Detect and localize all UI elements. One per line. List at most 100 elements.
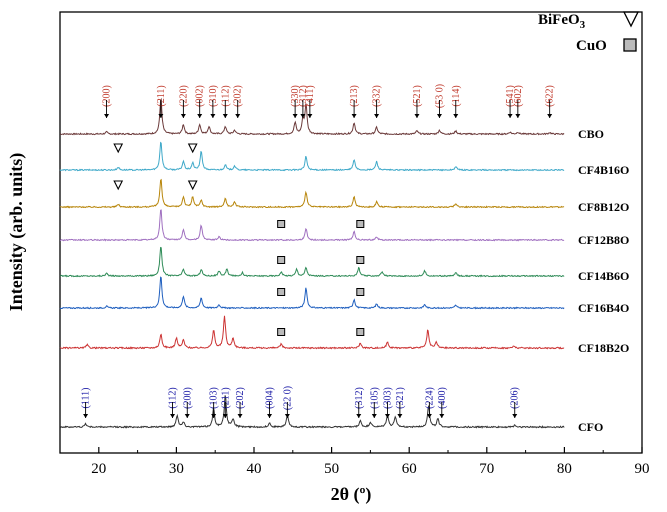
series-labels: CBO CF4B16O CF8B12O CF12B8O CF14B6O CF16B4O CF… — [578, 127, 629, 434]
x-axis-ticks: 20 30 40 50 60 70 80 90 — [59, 447, 650, 477]
cbo-plane-arrowhead — [197, 114, 203, 118]
cbo-plane-arrowhead — [547, 114, 553, 118]
curve-cf4b16o — [59, 141, 565, 172]
curve-cf12b8o — [59, 209, 565, 242]
cfo-plane-label: (22 0) — [282, 386, 293, 410]
cbo-plane-arrowhead — [436, 114, 442, 118]
cuo-marker — [356, 256, 365, 264]
curve-cf14b6o — [59, 246, 565, 278]
cuo-marker — [356, 220, 365, 228]
legend-bifeo3-triangle — [622, 11, 640, 28]
series-label-cbo: CBO — [578, 127, 604, 141]
cfo-plane-arrowhead — [237, 414, 243, 418]
cbo-plane-label: (602) — [513, 85, 524, 107]
curve-cf16b4o — [59, 276, 565, 310]
cbo-plane-arrowhead — [180, 114, 186, 118]
cfo-plane-arrowhead — [284, 414, 290, 418]
curve-cbo — [59, 97, 565, 136]
cbo-plane-arrowhead — [515, 114, 521, 118]
legend: BiFeO3 CuO — [538, 11, 640, 54]
cbo-plane-arrowhead — [300, 114, 306, 118]
cuo-marker — [277, 256, 286, 264]
series-label-cf18b2o: CF18B2O — [578, 341, 629, 355]
cfo-plane-label: (303) — [383, 387, 394, 409]
cbo-plane-label: (330) — [290, 85, 301, 107]
cfo-plane-label: (400) — [437, 387, 448, 409]
cbo-plane-label: (211) — [156, 85, 167, 106]
bifeo3-marker — [187, 143, 198, 154]
legend-bifeo3-label: BiFeO3 — [538, 12, 586, 31]
cbo-plane-label: (002) — [195, 85, 206, 107]
cfo-plane-label: (200) — [182, 387, 193, 409]
cbo-plane-label: (310) — [208, 85, 219, 107]
cbo-plane-label: (312) — [298, 85, 309, 107]
cbo-plane-arrowhead — [235, 114, 241, 118]
cfo-plane-arrowhead — [211, 414, 217, 418]
cbo-plane-label: (332) — [372, 85, 383, 107]
cuo-marker — [356, 288, 365, 296]
cfo-plane-label: (004) — [265, 387, 276, 409]
cfo-plane-label: (224) — [424, 387, 435, 409]
cbo-plane-label: (622) — [545, 85, 556, 107]
cfo-plane-label: (112) — [168, 387, 179, 408]
cfo-plane-arrowhead — [222, 414, 228, 418]
x-tick-label: 90 — [635, 461, 650, 477]
x-axis-title: 2θ (º) — [331, 484, 372, 505]
cbo-plane-label: (213) — [349, 85, 360, 107]
cbo-plane-arrowhead — [222, 114, 228, 118]
series-label-cf16b4o: CF16B4O — [578, 301, 629, 315]
bifeo3-marker — [113, 180, 124, 191]
cfo-plane-arrowhead — [384, 414, 390, 418]
cuo-marker — [277, 220, 286, 228]
legend-cuo-square — [623, 38, 637, 52]
cfo-plane-label: (202) — [235, 387, 246, 409]
cbo-plane-label: (112) — [220, 85, 231, 106]
x-tick-label: 30 — [169, 461, 184, 477]
cbo-plane-arrowhead — [453, 114, 459, 118]
curve-cfo — [60, 395, 565, 429]
cfo-plane-arrowhead — [356, 414, 362, 418]
y-axis-title: Intensity (arb. units) — [6, 153, 27, 312]
cuo-marker — [356, 328, 365, 336]
cbo-plane-label: (220) — [178, 85, 189, 107]
peak-annotations: (200) (211) (220) (002) (310) (112) (202) (330)… — [81, 84, 556, 418]
cfo-plane-arrowhead — [426, 414, 432, 418]
cfo-plane-arrowhead — [83, 414, 89, 418]
bifeo3-marker — [113, 143, 124, 154]
curve-cf18b2o — [59, 315, 565, 350]
x-tick-label: 80 — [557, 461, 572, 477]
cfo-plane-arrowhead — [512, 414, 518, 418]
series-label-cfo: CFO — [578, 420, 603, 434]
cfo-plane-arrowhead — [267, 414, 273, 418]
series-label-cf8b12o: CF8B12O — [578, 200, 629, 214]
cbo-plane-label: (541) — [505, 85, 516, 107]
x-tick-label: 40 — [247, 461, 262, 477]
series-label-cf14b6o: CF14B6O — [578, 269, 629, 283]
cuo-marker — [277, 288, 286, 296]
cbo-plane-label: (200) — [102, 85, 113, 107]
cfo-plane-arrowhead — [184, 414, 190, 418]
series-label-cf4b16o: CF4B16O — [578, 163, 629, 177]
phase-markers — [113, 143, 365, 336]
curve-cf8b12o — [59, 178, 565, 209]
cfo-plane-label: (211) — [220, 387, 231, 408]
cfo-plane-label: (103) — [209, 387, 220, 409]
cfo-plane-arrowhead — [170, 414, 176, 418]
xrd-curves — [59, 97, 565, 429]
cfo-plane-label: (105) — [369, 387, 380, 409]
cbo-plane-arrowhead — [292, 114, 298, 118]
cbo-plane-arrowhead — [507, 114, 513, 118]
cbo-plane-arrowhead — [374, 114, 380, 118]
cfo-plane-arrowhead — [439, 414, 445, 418]
cbo-plane-label: (521) — [412, 85, 423, 107]
cbo-plane-label: (53 0) — [435, 84, 446, 108]
cbo-plane-arrowhead — [414, 114, 420, 118]
cfo-plane-label: (321) — [395, 387, 406, 409]
legend-cuo-label: CuO — [576, 38, 607, 54]
bifeo3-marker — [187, 180, 198, 191]
cuo-marker — [277, 328, 286, 336]
cfo-plane-label: (111) — [81, 388, 92, 409]
x-tick-label: 20 — [91, 461, 106, 477]
cbo-plane-arrowhead — [351, 114, 357, 118]
cfo-plane-arrowhead — [397, 414, 403, 418]
